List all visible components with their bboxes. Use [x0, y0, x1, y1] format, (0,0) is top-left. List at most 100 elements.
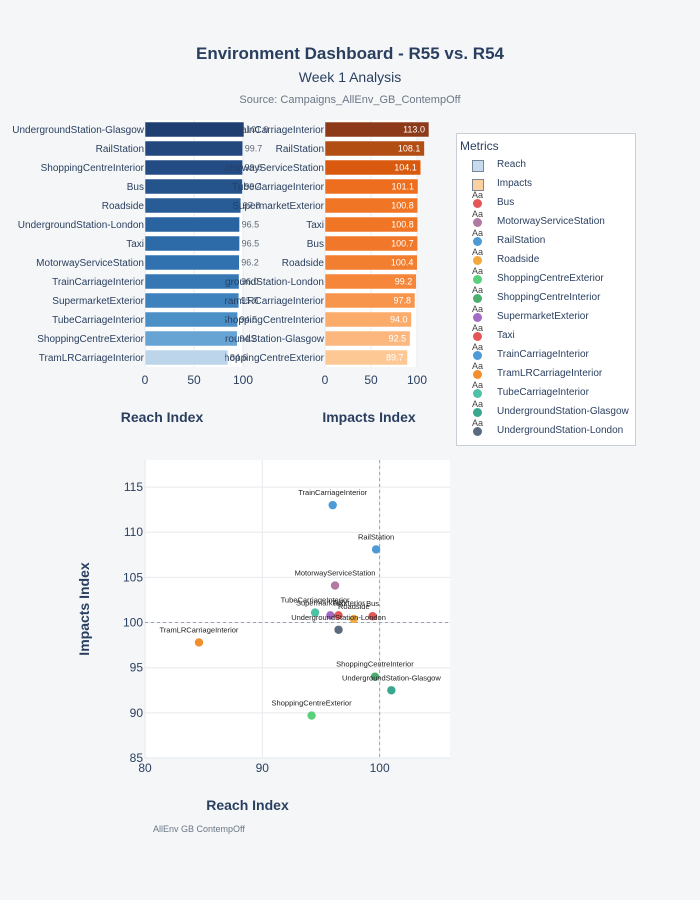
legend-marker: [473, 408, 482, 417]
legend-label: UndergroundStation-Glasgow: [497, 406, 629, 417]
legend-item[interactable]: Aa TrainCarriageInterior: [457, 342, 635, 364]
legend-marker: [473, 370, 482, 379]
reach-category-label: ShoppingCentreInterior: [41, 163, 145, 174]
legend-item[interactable]: Reach: [457, 156, 635, 174]
legend-label: TrainCarriageInterior: [497, 349, 589, 360]
legend-text-marker-icon: Aa: [472, 285, 484, 295]
reach-bar: [144, 216, 240, 233]
legend-label: Reach: [497, 159, 526, 170]
reach-category-label: MotorwayServiceStation: [36, 258, 144, 269]
impacts-value-label: 94.0: [390, 315, 408, 325]
impacts-bar: [324, 311, 412, 328]
legend-item[interactable]: Aa Taxi: [457, 323, 635, 345]
legend-label: SupermarketExterior: [497, 311, 589, 322]
impacts-category-label: UndergroundStation-Glasgow: [225, 334, 325, 345]
legend-item[interactable]: Aa RailStation: [457, 228, 635, 250]
impacts-category-label: ShoppingCentreExterior: [225, 353, 325, 364]
legend-marker: [473, 427, 482, 436]
scatter-point-label: MotorwayServiceStation: [295, 569, 376, 578]
scatter-point: [307, 711, 316, 720]
reach-value-label: 94.2: [239, 334, 257, 344]
legend-item[interactable]: Aa Roadside: [457, 247, 635, 269]
legend-marker: [473, 237, 482, 246]
impacts-x-tick-label: 0: [322, 373, 329, 387]
legend-marker: [473, 218, 482, 227]
reach-vs-impacts-scatter: 80 90 100 85 90 95 100 105 110 115 TrainCarriageIn…: [76, 460, 450, 813]
impacts-bar: [324, 273, 417, 290]
legend-label: Bus: [497, 197, 515, 208]
scatter-y-tick-label: 110: [124, 525, 143, 539]
scatter-y-tick-label: 115: [124, 480, 143, 494]
scatter-x-axis-title: Reach Index: [206, 797, 289, 813]
legend-marker: [473, 313, 482, 322]
scatter-y-tick-label: 95: [130, 661, 144, 675]
legend-item[interactable]: Impacts: [457, 175, 635, 193]
reach-category-label: Taxi: [126, 239, 144, 250]
legend-item[interactable]: Aa SupermarketExterior: [457, 304, 635, 326]
scatter-point-label: ShoppingCentreExterior: [272, 699, 353, 708]
reach-bar: [144, 311, 238, 328]
scatter-point: [371, 545, 381, 554]
legend-text-marker-icon: Aa: [472, 247, 484, 257]
legend-text-marker-icon: Aa: [472, 209, 484, 219]
scatter-point: [330, 581, 340, 590]
reach-category-label: Bus: [127, 182, 144, 193]
legend-marker: [473, 294, 482, 303]
reach-value-label: 99.6: [245, 163, 263, 173]
reach-bar: [144, 273, 240, 290]
reach-bar: [144, 159, 243, 176]
legend-label: RailStation: [497, 235, 546, 246]
legend-item[interactable]: Aa UndergroundStation-London: [457, 418, 635, 440]
scatter-point-label: Bus: [366, 599, 379, 608]
legend-item[interactable]: Aa MotorwayServiceStation: [457, 209, 635, 231]
legend-marker: [473, 351, 482, 360]
reach-value-label: 96.5: [242, 220, 260, 230]
reach-value-label: 84.6: [230, 353, 248, 363]
impacts-category-label: TubeCarriageInterior: [232, 182, 325, 193]
reach-bar: [144, 330, 238, 347]
reach-value-label: 99.7: [245, 144, 263, 154]
metrics-legend: Metrics Reach Impacts Aa Bus Aa MotorwayServi…: [456, 133, 636, 446]
impacts-bar: [324, 216, 418, 233]
impacts-value-label: 89.7: [386, 353, 404, 363]
legend-item[interactable]: Aa ShoppingCentreInterior: [457, 285, 635, 307]
reach-category-label: SupermarketExterior: [52, 296, 144, 307]
scatter-point: [349, 614, 359, 624]
scatter-x-tick-label: 100: [370, 761, 390, 775]
impacts-category-label: UndergroundStation-London: [225, 277, 324, 288]
impacts-bar: [324, 235, 418, 252]
impacts-value-label: 100.4: [391, 258, 414, 268]
legend-label: MotorwayServiceStation: [497, 216, 605, 227]
scatter-point-label: UndergroundStation-Glasgow: [342, 673, 441, 682]
legend-marker: [473, 199, 482, 208]
scatter-point: [334, 611, 343, 620]
scatter-point: [370, 672, 380, 681]
legend-label: TramLRCarriageInterior: [497, 368, 603, 379]
scatter-point-label: Taxi: [332, 598, 346, 607]
impacts-category-label: TrainCarriageInterior: [232, 125, 325, 136]
legend-item[interactable]: Aa UndergroundStation-Glasgow: [457, 399, 635, 421]
legend-text-marker-icon: Aa: [472, 266, 484, 276]
legend-label: ShoppingCentreInterior: [497, 292, 601, 303]
legend-swatch: [472, 160, 484, 172]
scatter-point-label: TramLRCarriageInterior: [160, 625, 239, 634]
impacts-category-label: Roadside: [282, 258, 325, 269]
legend-item[interactable]: Aa ShoppingCentreExterior: [457, 266, 635, 288]
legend-item[interactable]: Aa TubeCarriageInterior: [457, 380, 635, 402]
impacts-bar: [324, 178, 419, 195]
legend-item[interactable]: Aa Bus: [457, 190, 635, 212]
reach-category-label: TramLRCarriageInterior: [39, 353, 145, 364]
reach-bar: [144, 254, 240, 271]
impacts-value-label: 99.2: [395, 277, 413, 287]
legend-item[interactable]: Aa TramLRCarriageInterior: [457, 361, 635, 383]
impacts-bar: [324, 349, 408, 366]
reach-value-label: 94.5: [240, 315, 258, 325]
legend-text-marker-icon: Aa: [472, 228, 484, 238]
scatter-y-tick-label: 105: [123, 570, 143, 584]
reach-category-label: UndergroundStation-London: [18, 220, 144, 231]
reach-value-label: 96.0: [241, 277, 259, 287]
impacts-bar: [324, 121, 430, 138]
legend-title: Metrics: [460, 139, 499, 153]
impacts-value-label: 101.1: [391, 182, 414, 192]
impacts-bar: [324, 254, 418, 271]
